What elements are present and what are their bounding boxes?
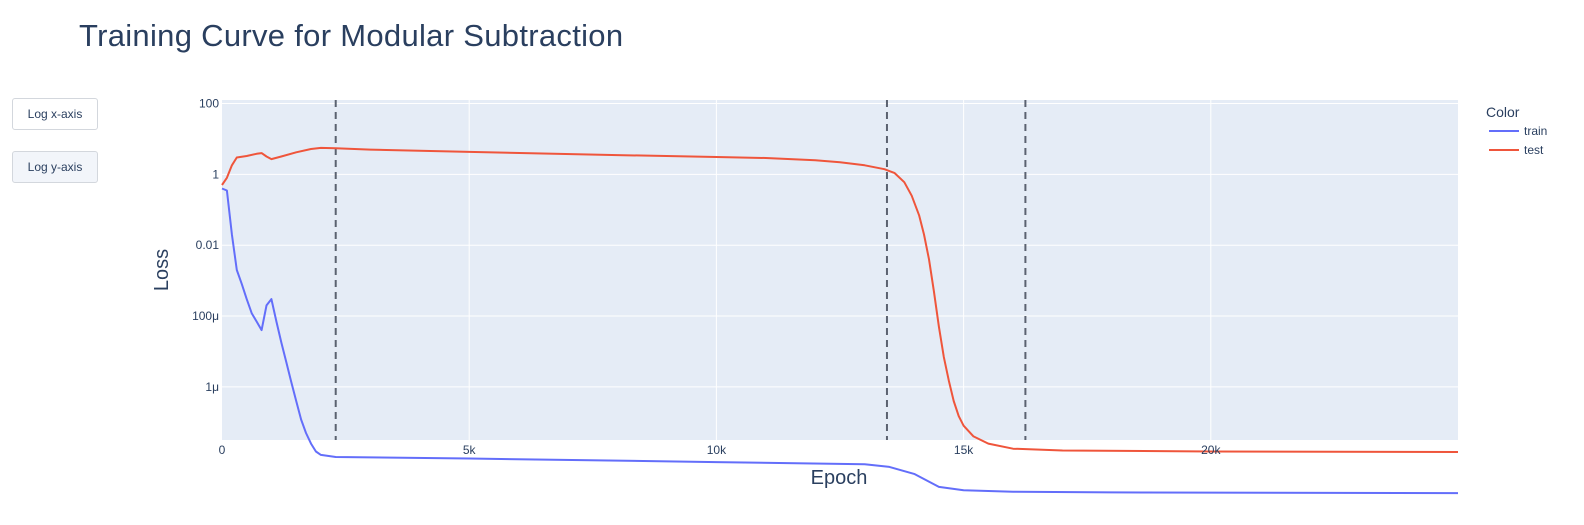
log-y-axis-button[interactable]: Log y-axis <box>12 151 98 183</box>
series-line-train <box>221 187 1459 495</box>
y-tick-label: 1μ <box>205 380 219 394</box>
y-tick-labels: 100 1 0.01 100μ 1μ <box>192 97 219 394</box>
vertical-markers <box>334 100 1027 440</box>
legend-item-test[interactable]: test <box>1489 142 1543 158</box>
x-axis-label: Epoch <box>811 467 868 489</box>
y-tick-label: 100 <box>199 97 219 111</box>
series-lines <box>221 146 1459 495</box>
x-tick-label: 0 <box>219 443 226 457</box>
x-tick-label: 20k <box>1201 443 1221 457</box>
plot-area <box>222 100 1458 440</box>
legend-label-train: train <box>1524 124 1548 138</box>
legend-title: Color <box>1486 104 1520 120</box>
legend-swatch-train <box>1489 130 1519 132</box>
x-tick-label: 15k <box>954 443 974 457</box>
x-tick-label: 5k <box>463 443 477 457</box>
y-tick-label: 100μ <box>192 309 219 323</box>
x-tick-labels: 0 5k 10k 15k 20k <box>219 443 1222 457</box>
y-tick-label: 1 <box>212 167 219 181</box>
log-x-axis-button[interactable]: Log x-axis <box>12 98 98 130</box>
y-axis-label: Loss <box>151 249 173 291</box>
series-line-test <box>221 146 1459 453</box>
chart-title: Training Curve for Modular Subtraction <box>79 18 624 53</box>
y-tick-label: 0.01 <box>196 238 220 252</box>
legend-label-test: test <box>1524 143 1544 157</box>
x-tick-label: 10k <box>707 443 727 457</box>
grid-lines <box>222 100 1458 440</box>
legend-item-train[interactable]: train <box>1489 123 1547 139</box>
legend-swatch-test <box>1489 149 1519 151</box>
